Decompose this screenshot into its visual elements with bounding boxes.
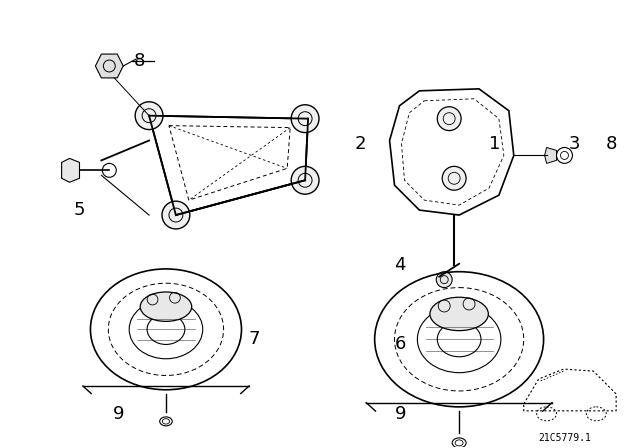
Text: 2: 2 [355, 134, 366, 152]
Text: 1: 1 [489, 134, 500, 152]
Circle shape [437, 107, 461, 130]
Ellipse shape [430, 297, 488, 331]
Text: 6: 6 [394, 335, 406, 353]
Text: 8: 8 [606, 134, 618, 152]
Text: 4: 4 [394, 256, 406, 274]
Circle shape [162, 201, 190, 229]
Circle shape [436, 271, 452, 288]
Text: 9: 9 [113, 405, 125, 423]
Text: 7: 7 [248, 330, 260, 348]
Polygon shape [61, 159, 79, 182]
Ellipse shape [140, 292, 192, 321]
Circle shape [135, 102, 163, 129]
Text: 3: 3 [568, 134, 580, 152]
Polygon shape [95, 54, 124, 78]
Circle shape [291, 166, 319, 194]
Text: 9: 9 [394, 405, 406, 423]
Text: 8: 8 [134, 52, 145, 70]
Text: 21C5779.1: 21C5779.1 [539, 433, 591, 443]
Circle shape [442, 166, 466, 190]
Polygon shape [545, 147, 557, 164]
Text: 5: 5 [74, 201, 85, 219]
Circle shape [291, 105, 319, 133]
